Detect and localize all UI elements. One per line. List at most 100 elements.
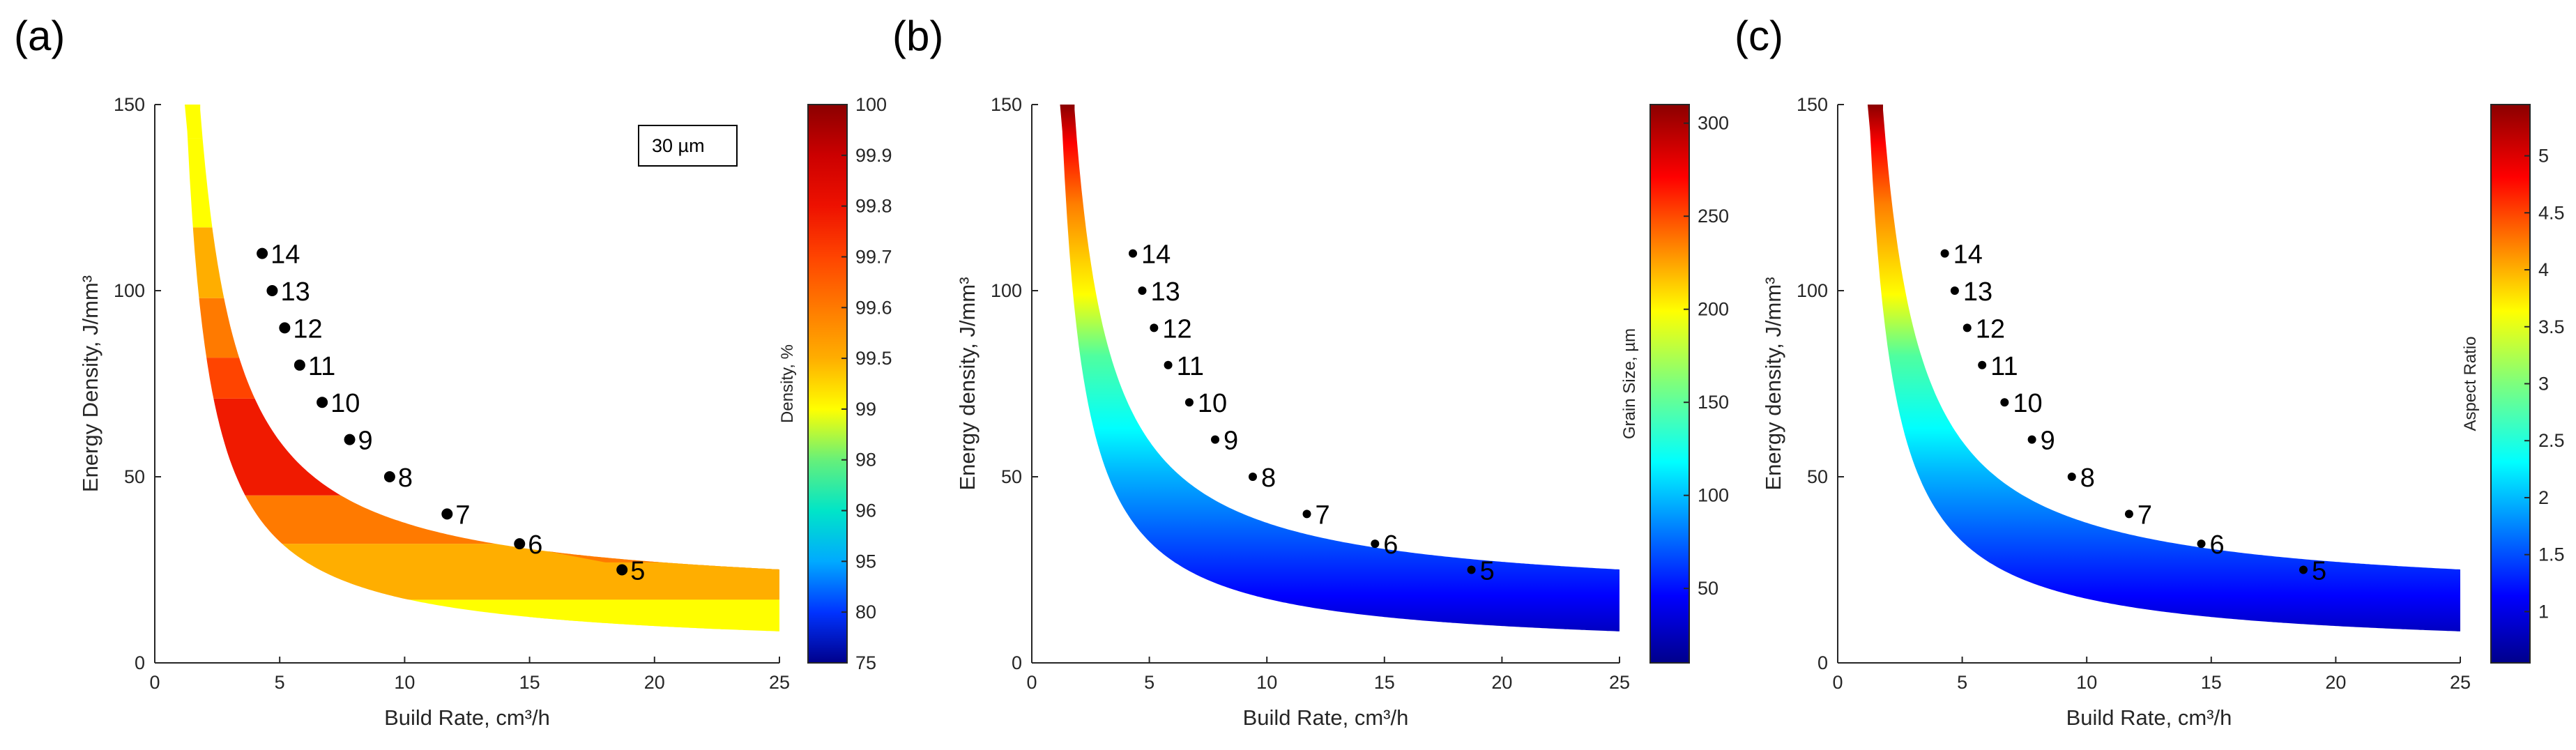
colorbar: 50 100 150 200 250 300 <box>1649 104 1729 664</box>
y-tick-label: 150 <box>114 94 145 115</box>
x-tick-label: 0 <box>1832 672 1843 693</box>
colorbar-segment <box>808 510 847 562</box>
x-tick-label: 20 <box>2325 672 2346 693</box>
sample-point-14 <box>257 247 268 259</box>
sample-point-6 <box>514 538 526 550</box>
sample-point-8 <box>1248 473 1257 481</box>
x-tick-label: 10 <box>394 672 415 693</box>
panel-label: (c) <box>1735 13 1783 59</box>
y-tick-label: 150 <box>1797 94 1828 115</box>
colorbar-tick-label: 96 <box>855 500 876 521</box>
x-tick-label: 25 <box>1609 672 1630 693</box>
colorbar-tick-label: 99.8 <box>855 196 892 217</box>
x-tick-label: 25 <box>769 672 790 693</box>
sample-point-8 <box>2067 473 2076 481</box>
colorbar-tick-label: 3.5 <box>2538 316 2565 337</box>
sample-point-5 <box>616 564 628 576</box>
sample-point-label: 11 <box>308 352 335 381</box>
y-tick-label: 100 <box>114 280 145 301</box>
sample-point-label: 6 <box>528 530 542 560</box>
sample-point-label: 10 <box>1198 389 1227 418</box>
sample-point-9 <box>344 434 356 445</box>
y-tick-label: 50 <box>1001 466 1022 487</box>
sample-point-label: 6 <box>1383 530 1398 560</box>
x-axis-label: Build Rate, cm³/h <box>2066 705 2232 730</box>
x-tick-label: 10 <box>2076 672 2097 693</box>
sample-point-9 <box>2027 435 2036 444</box>
density-band <box>179 227 779 298</box>
colorbar-tick-label: 4 <box>2538 259 2549 280</box>
colorbar-tick-label: 99.6 <box>855 297 892 318</box>
colorbar-tick-label: 150 <box>1698 392 1729 413</box>
sample-points: 14 13 12 11 10 98 7 6 5 <box>1940 240 2326 586</box>
density-band <box>204 562 779 600</box>
sample-point-label: 7 <box>455 500 470 530</box>
colorbar-tick-label: 99 <box>855 399 876 420</box>
sample-point-6 <box>2197 539 2206 549</box>
sample-point-14 <box>1940 249 1949 258</box>
sample-point-label: 14 <box>270 240 300 270</box>
y-tick-label: 150 <box>991 94 1022 115</box>
y-tick-label: 0 <box>135 652 145 673</box>
sample-point-9 <box>1211 435 1220 444</box>
sample-point-label: 13 <box>1150 277 1180 307</box>
sample-point-label: 10 <box>2013 389 2042 418</box>
sample-point-12 <box>1963 323 1972 332</box>
colorbar-tick-label: 80 <box>855 602 876 622</box>
y-axis-label: Energy density, J/mm³ <box>1761 277 1785 490</box>
colorbar-tick-label: 3 <box>2538 374 2549 395</box>
x-tick-label: 5 <box>275 672 285 693</box>
colorbar-frame <box>807 104 848 664</box>
sample-point-label: 11 <box>1990 352 2018 381</box>
sample-point-14 <box>1128 249 1137 258</box>
colorbar-segment <box>808 408 847 461</box>
sample-point-label: 14 <box>1141 240 1171 270</box>
sample-point-label: 11 <box>1177 352 1204 381</box>
sample-point-label: 12 <box>1976 314 2005 344</box>
axes: 0 5 10 15 20 25 0 50 100 150 <box>1797 94 2471 693</box>
sample-point-6 <box>1371 539 1380 549</box>
density-band <box>217 105 280 139</box>
sample-point-7 <box>1302 510 1311 519</box>
density-band <box>662 634 779 648</box>
sample-point-10 <box>2000 398 2009 407</box>
x-tick-label: 5 <box>1144 672 1154 693</box>
sample-point-12 <box>1150 323 1159 332</box>
colorbar-tick-label: 1.5 <box>2538 544 2565 565</box>
x-tick-label: 25 <box>2450 672 2471 693</box>
colorbar-tick-label: 95 <box>855 551 876 572</box>
sample-point-8 <box>383 471 395 482</box>
sample-points: 14 13 12 11 10 98 7 6 5 <box>257 240 645 586</box>
colorbar-segment <box>808 612 847 664</box>
colorbar-segment <box>808 459 847 512</box>
colorbar-tick-label: 4.5 <box>2538 202 2565 223</box>
sample-point-label: 7 <box>1316 500 1330 530</box>
x-axis-label: Build Rate, cm³/h <box>384 705 550 730</box>
colorbar-tick-label: 100 <box>1698 485 1729 506</box>
colorbar-tick-label: 200 <box>1698 299 1729 320</box>
colorbar-segment <box>808 155 847 207</box>
axes: 0 5 10 15 20 25 0 50 100 150 <box>114 94 790 693</box>
density-band <box>179 398 779 496</box>
sample-point-label: 8 <box>2080 464 2095 493</box>
colorbar-tick-label: 98 <box>855 450 876 470</box>
density-band <box>179 358 779 399</box>
x-tick-label: 5 <box>1957 672 1967 693</box>
colorbar-label: Grain Size, µm <box>1620 328 1639 439</box>
colorbar: 1 1.5 2 2.5 3 3.5 4 4.5 5 <box>2490 104 2565 664</box>
colorbar-segment <box>808 105 847 156</box>
x-tick-label: 15 <box>519 672 540 693</box>
colorbar-frame <box>1649 104 1690 664</box>
y-tick-label: 50 <box>124 466 145 487</box>
x-tick-label: 10 <box>1256 672 1277 693</box>
colorbar-tick-label: 300 <box>1698 113 1729 134</box>
sample-points: 14 13 12 11 10 98 7 6 5 <box>1128 240 1495 586</box>
sample-point-label: 12 <box>1162 314 1191 344</box>
sample-point-label: 8 <box>398 464 413 493</box>
x-tick-label: 20 <box>644 672 665 693</box>
y-tick-label: 100 <box>991 280 1022 301</box>
sample-point-11 <box>1164 360 1173 369</box>
colorbar-gradient <box>2491 105 2530 663</box>
